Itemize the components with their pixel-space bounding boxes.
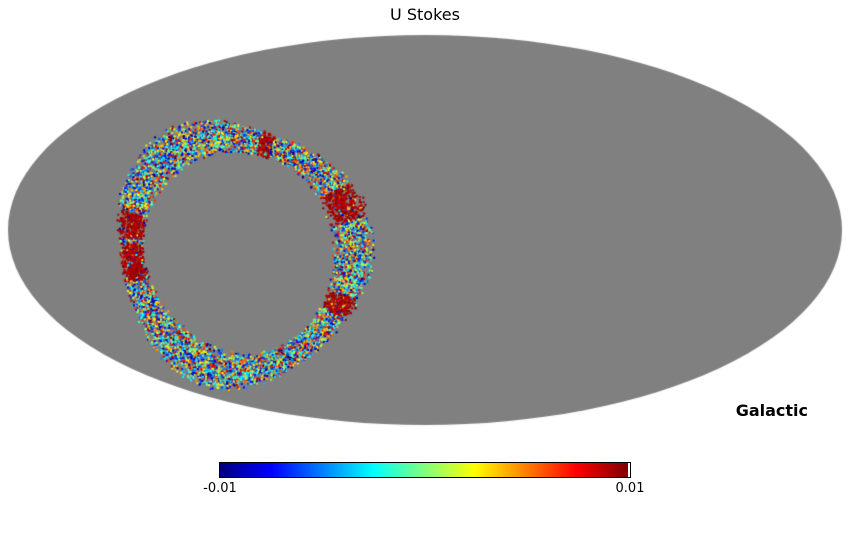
sky-map-canvas bbox=[0, 0, 850, 460]
colorbar bbox=[219, 462, 631, 478]
colorbar-min-tick-label: -0.01 bbox=[203, 481, 237, 496]
colorbar-max-tick-label: 0.01 bbox=[615, 481, 645, 496]
coordinate-system-label: Galactic bbox=[735, 401, 808, 420]
colorbar-gradient bbox=[220, 463, 628, 477]
